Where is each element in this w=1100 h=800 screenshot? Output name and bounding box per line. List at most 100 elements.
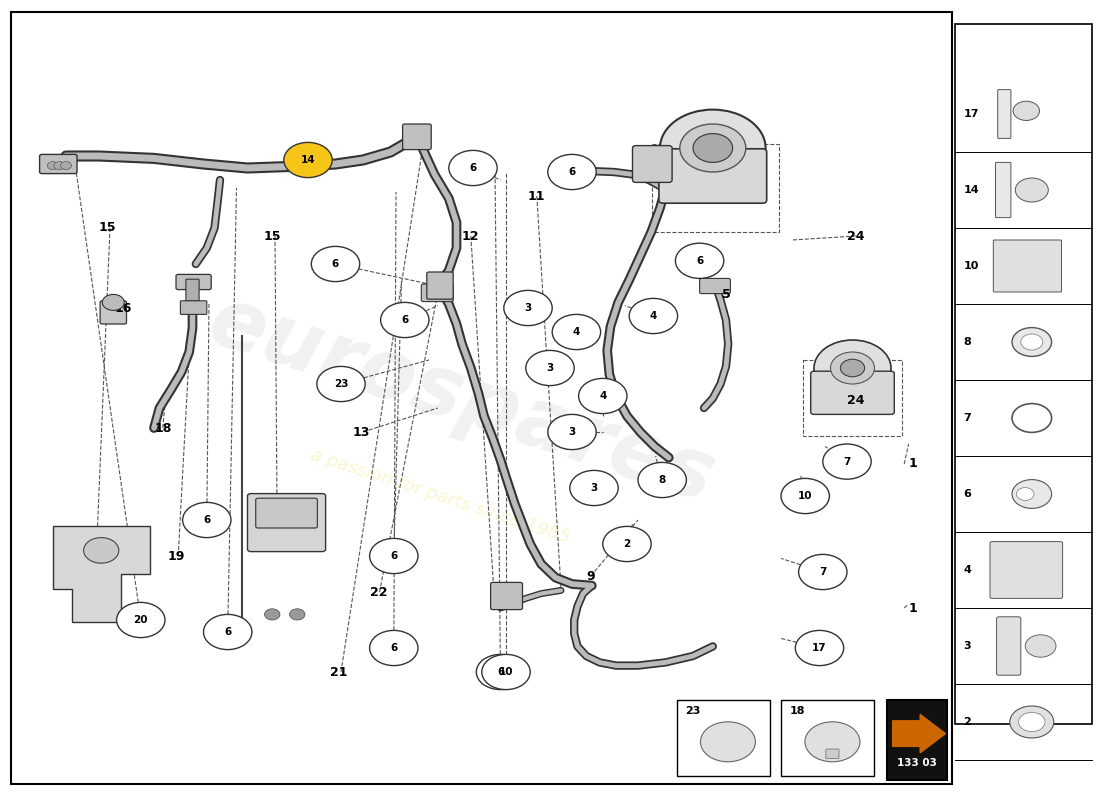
FancyBboxPatch shape (676, 700, 770, 776)
Polygon shape (53, 526, 150, 622)
Text: 5: 5 (722, 288, 730, 301)
Circle shape (1021, 334, 1043, 350)
Text: 18: 18 (154, 422, 172, 434)
FancyBboxPatch shape (998, 90, 1011, 138)
Circle shape (1012, 403, 1052, 432)
Text: 22: 22 (370, 586, 387, 598)
Text: 9: 9 (586, 570, 595, 582)
Text: 15: 15 (99, 222, 117, 234)
Text: 21: 21 (330, 666, 348, 678)
Circle shape (814, 340, 891, 396)
FancyBboxPatch shape (180, 301, 207, 314)
FancyBboxPatch shape (176, 274, 211, 290)
FancyBboxPatch shape (632, 146, 672, 182)
Circle shape (1019, 713, 1045, 731)
FancyBboxPatch shape (186, 279, 199, 301)
FancyBboxPatch shape (990, 542, 1063, 598)
Circle shape (660, 110, 766, 186)
Circle shape (370, 538, 418, 574)
Text: 1: 1 (909, 458, 917, 470)
Text: 24: 24 (847, 230, 865, 242)
Text: 14: 14 (964, 185, 979, 195)
Text: 19: 19 (167, 550, 185, 562)
FancyBboxPatch shape (996, 162, 1011, 218)
Polygon shape (893, 714, 946, 753)
Text: 15: 15 (264, 230, 282, 242)
Circle shape (47, 162, 58, 170)
Text: a passion for parts since 1985: a passion for parts since 1985 (308, 446, 572, 546)
Circle shape (570, 470, 618, 506)
Text: 6: 6 (402, 315, 408, 325)
FancyBboxPatch shape (826, 749, 839, 758)
Circle shape (284, 142, 332, 178)
Circle shape (830, 352, 874, 384)
FancyBboxPatch shape (100, 301, 126, 324)
Circle shape (1012, 480, 1052, 509)
FancyBboxPatch shape (887, 700, 947, 780)
Circle shape (183, 502, 231, 538)
Circle shape (795, 630, 844, 666)
Text: 6: 6 (696, 256, 703, 266)
Circle shape (54, 162, 65, 170)
Text: 133 03: 133 03 (896, 758, 937, 768)
Text: 3: 3 (569, 427, 575, 437)
Text: 17: 17 (812, 643, 827, 653)
Text: 4: 4 (964, 565, 971, 575)
Circle shape (840, 359, 865, 377)
Text: 8: 8 (659, 475, 666, 485)
Circle shape (1016, 488, 1034, 501)
Text: 6: 6 (204, 515, 210, 525)
Circle shape (84, 538, 119, 563)
Text: 4: 4 (650, 311, 657, 321)
Circle shape (204, 614, 252, 650)
Text: 2: 2 (964, 717, 971, 727)
Circle shape (449, 150, 497, 186)
Text: 2: 2 (624, 539, 630, 549)
Circle shape (482, 654, 530, 690)
Circle shape (317, 366, 365, 402)
Text: 10: 10 (498, 667, 514, 677)
FancyBboxPatch shape (811, 371, 894, 414)
Text: 18: 18 (790, 706, 805, 717)
Circle shape (781, 478, 829, 514)
Text: 6: 6 (497, 667, 504, 677)
Circle shape (548, 414, 596, 450)
Text: 3: 3 (547, 363, 553, 373)
Circle shape (1013, 102, 1040, 121)
Circle shape (504, 290, 552, 326)
Text: 6: 6 (470, 163, 476, 173)
Circle shape (548, 154, 596, 190)
FancyBboxPatch shape (255, 498, 318, 528)
FancyBboxPatch shape (997, 617, 1021, 675)
Text: 10: 10 (964, 261, 979, 271)
Circle shape (381, 302, 429, 338)
FancyBboxPatch shape (421, 284, 453, 302)
Circle shape (823, 444, 871, 479)
Text: 17: 17 (964, 109, 979, 119)
Circle shape (675, 243, 724, 278)
Text: 7: 7 (964, 413, 971, 423)
Text: 3: 3 (964, 641, 971, 651)
Circle shape (526, 350, 574, 386)
Text: 3: 3 (591, 483, 597, 493)
FancyBboxPatch shape (491, 582, 522, 610)
Circle shape (311, 246, 360, 282)
FancyBboxPatch shape (427, 272, 453, 299)
Circle shape (289, 609, 305, 620)
Text: 12: 12 (462, 230, 480, 242)
Circle shape (680, 124, 746, 172)
Text: 6: 6 (390, 551, 397, 561)
Circle shape (60, 162, 72, 170)
FancyBboxPatch shape (659, 149, 767, 203)
Text: 7: 7 (844, 457, 850, 466)
Circle shape (265, 609, 280, 620)
Circle shape (701, 722, 756, 762)
FancyBboxPatch shape (993, 240, 1062, 292)
Text: 23: 23 (333, 379, 349, 389)
FancyBboxPatch shape (955, 24, 1092, 724)
Text: 11: 11 (528, 190, 546, 202)
Text: 4: 4 (600, 391, 606, 401)
FancyBboxPatch shape (403, 124, 431, 150)
Text: 6: 6 (332, 259, 339, 269)
Text: 8: 8 (964, 337, 971, 347)
